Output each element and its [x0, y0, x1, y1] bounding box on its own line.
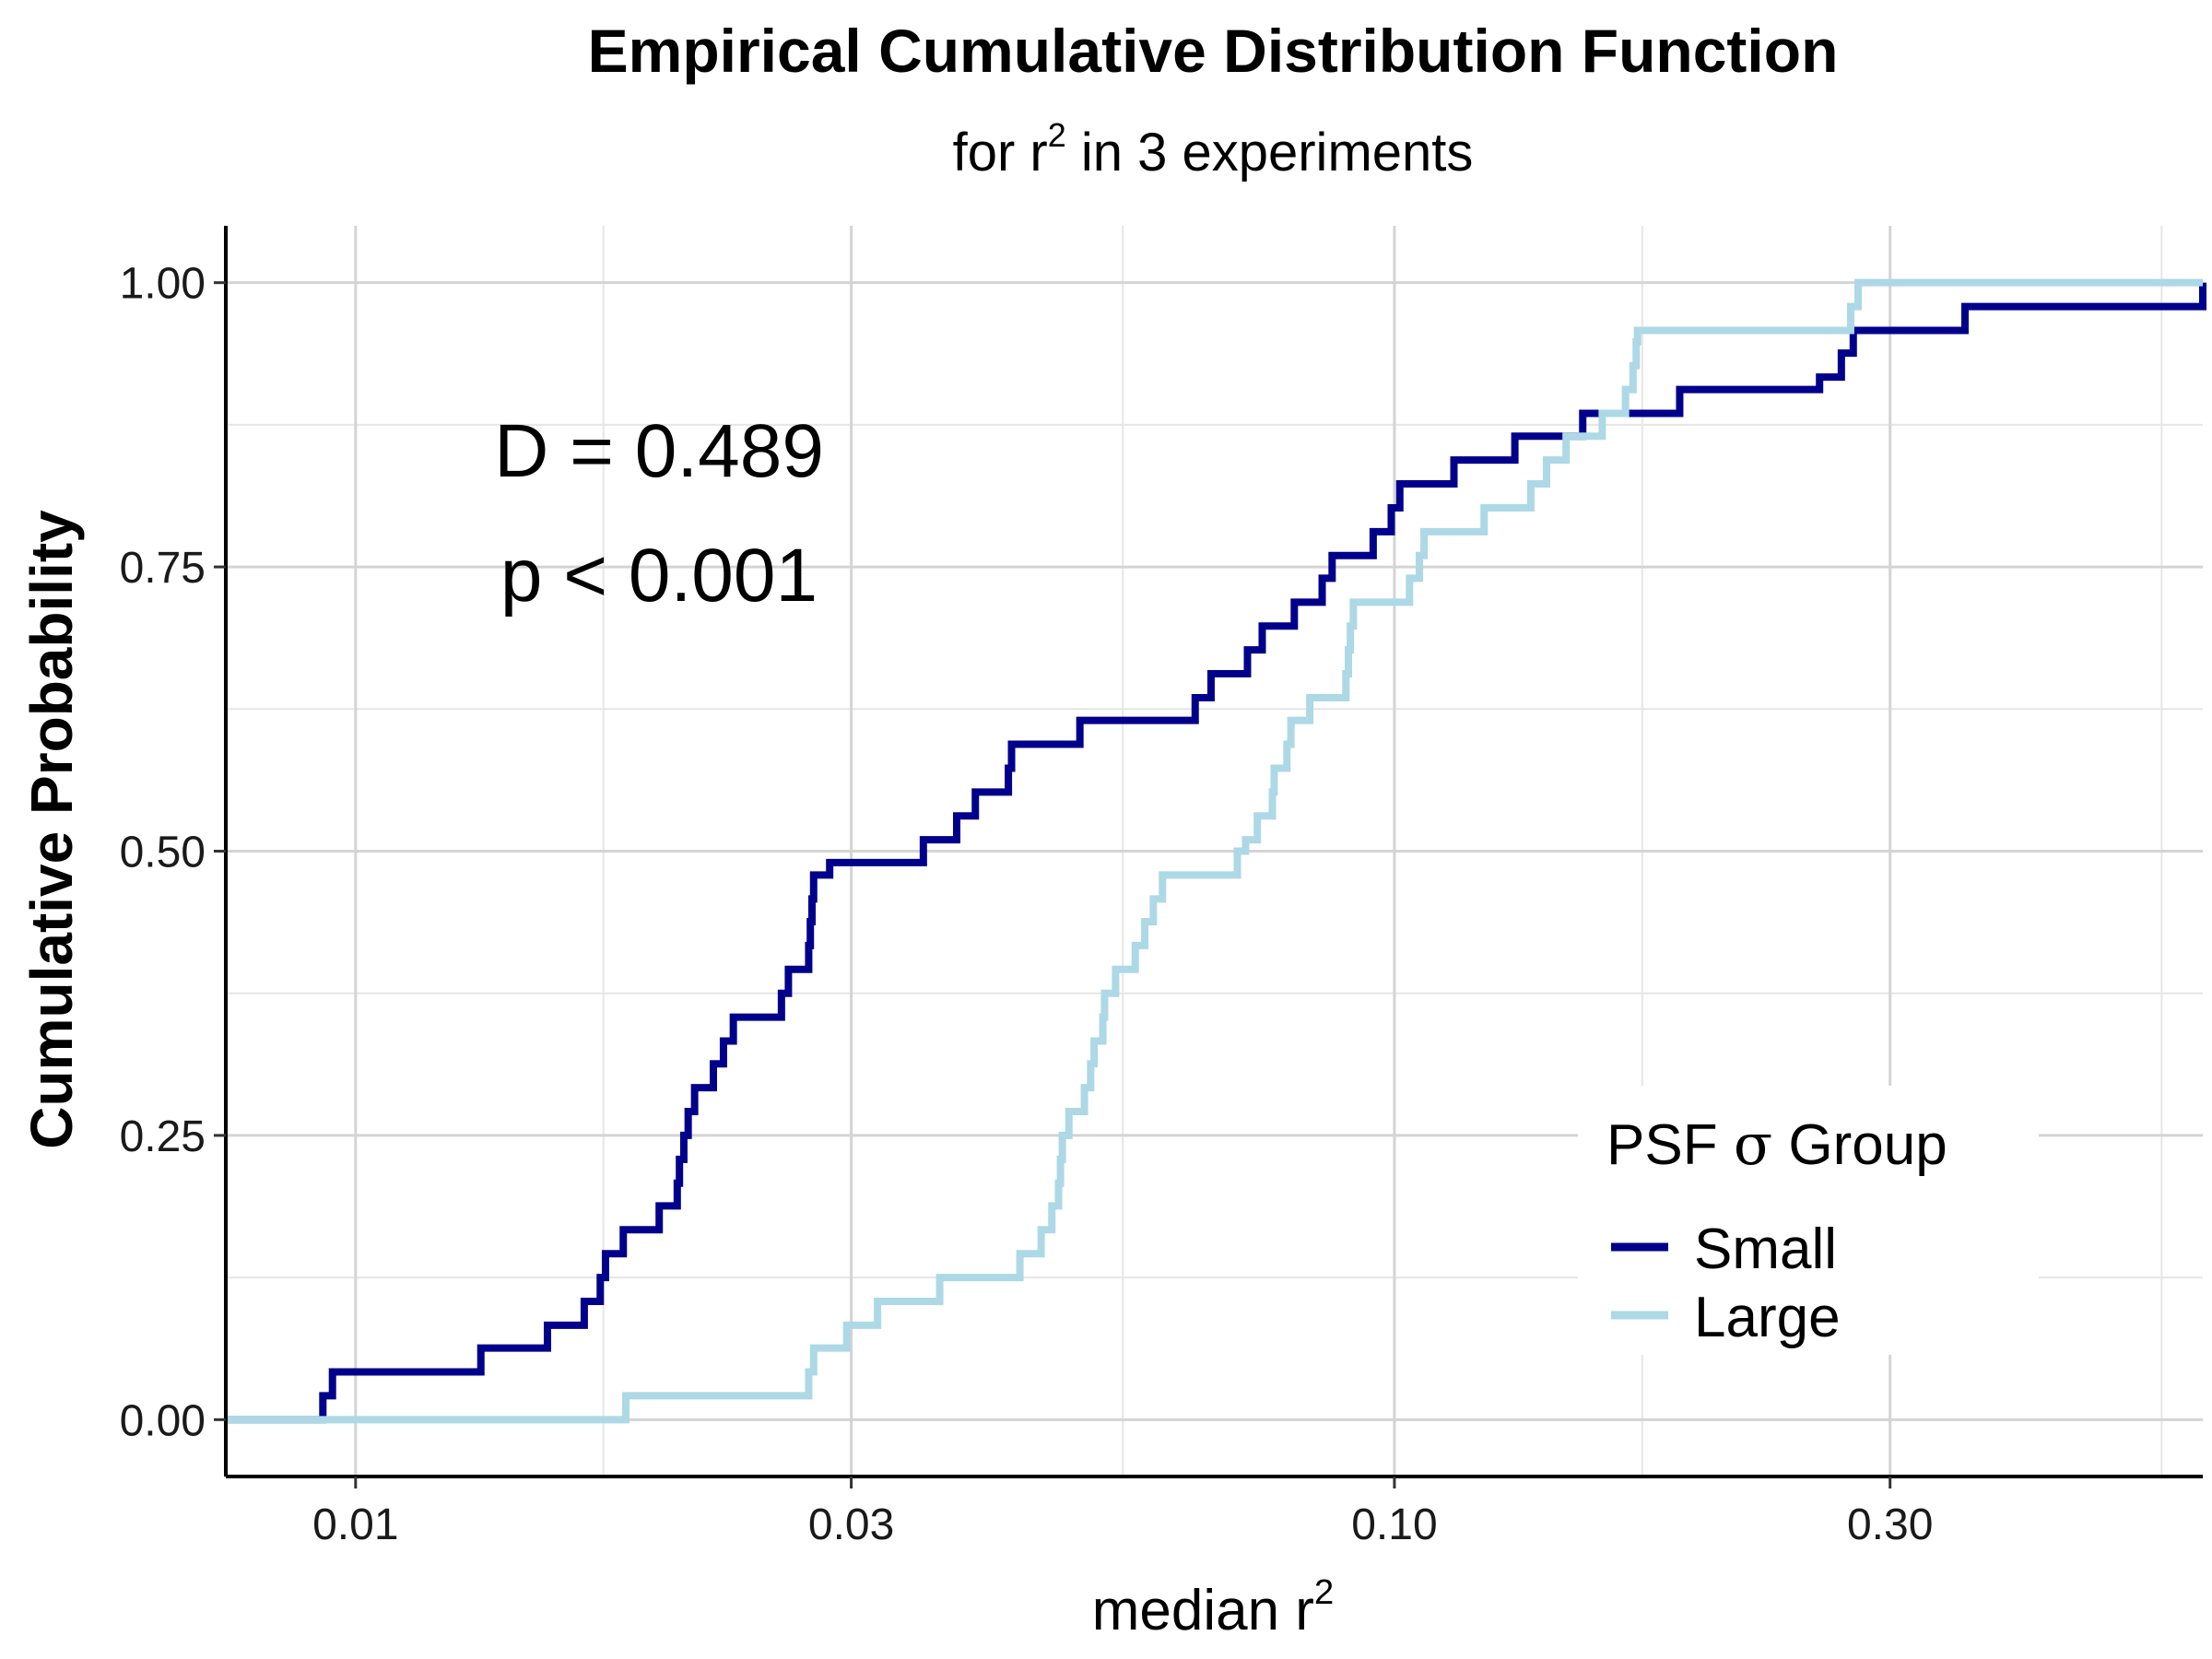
legend-title-suffix: Group — [1772, 1113, 1947, 1177]
legend-background — [1578, 1086, 2039, 1355]
annotation-d-statistic: D = 0.489 — [494, 409, 824, 493]
legend-title-sigma: σ — [1734, 1111, 1772, 1178]
series-line-small — [226, 282, 2206, 1424]
subtitle-prefix: for r — [953, 123, 1048, 182]
y-axis-title: Cumulative Probability — [18, 510, 85, 1149]
legend: PSF σ Group Small Large — [1578, 1086, 2039, 1355]
x-tick-label: 0.03 — [808, 1500, 894, 1549]
axis-layer: 0.00 0.25 0.50 0.75 1.00 0.01 0.03 0.10 0.30 — [120, 226, 2203, 1549]
x-axis-title-text: median r — [1092, 1579, 1314, 1642]
subtitle-superscript: 2 — [1048, 116, 1066, 154]
x-axis-title-superscript: 2 — [1314, 1572, 1334, 1612]
chart-title: Empirical Cumulative Distribution Functi… — [588, 17, 1839, 85]
y-tick-label: 0.00 — [120, 1396, 206, 1445]
y-tick-label: 0.25 — [120, 1112, 206, 1161]
legend-title-prefix: PSF — [1606, 1113, 1734, 1177]
series-layer — [226, 278, 2206, 1424]
y-tick-label: 0.50 — [120, 829, 206, 877]
subtitle-suffix: in 3 experiments — [1066, 123, 1474, 182]
series-line-large — [226, 278, 2203, 1424]
y-tick-label: 0.75 — [120, 544, 206, 593]
x-tick-label: 0.01 — [312, 1500, 398, 1549]
chart-subtitle: for r2 in 3 experiments — [953, 116, 1474, 182]
y-tick-label: 1.00 — [120, 260, 206, 309]
legend-title: PSF σ Group — [1606, 1111, 1947, 1178]
legend-label-small: Small — [1694, 1218, 1837, 1281]
legend-label-large: Large — [1694, 1286, 1841, 1349]
annotation-p-value: p < 0.001 — [500, 534, 818, 618]
x-tick-label: 0.30 — [1847, 1500, 1933, 1549]
x-tick-label: 0.10 — [1351, 1500, 1437, 1549]
x-axis-title: median r2 — [1092, 1572, 1335, 1642]
